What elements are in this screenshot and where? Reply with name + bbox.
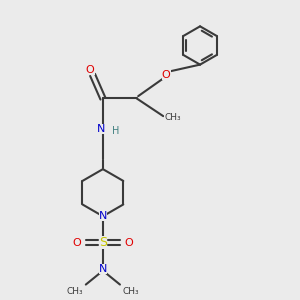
Text: O: O [162, 70, 171, 80]
Text: N: N [97, 124, 106, 134]
Text: CH₃: CH₃ [164, 113, 181, 122]
Text: O: O [72, 238, 81, 248]
Text: CH₃: CH₃ [123, 286, 140, 296]
Text: O: O [86, 65, 94, 75]
Text: N: N [99, 211, 107, 221]
Text: S: S [99, 236, 107, 249]
Text: N: N [99, 264, 107, 274]
Text: O: O [125, 238, 134, 248]
Text: H: H [112, 126, 119, 136]
Text: CH₃: CH₃ [66, 286, 83, 296]
